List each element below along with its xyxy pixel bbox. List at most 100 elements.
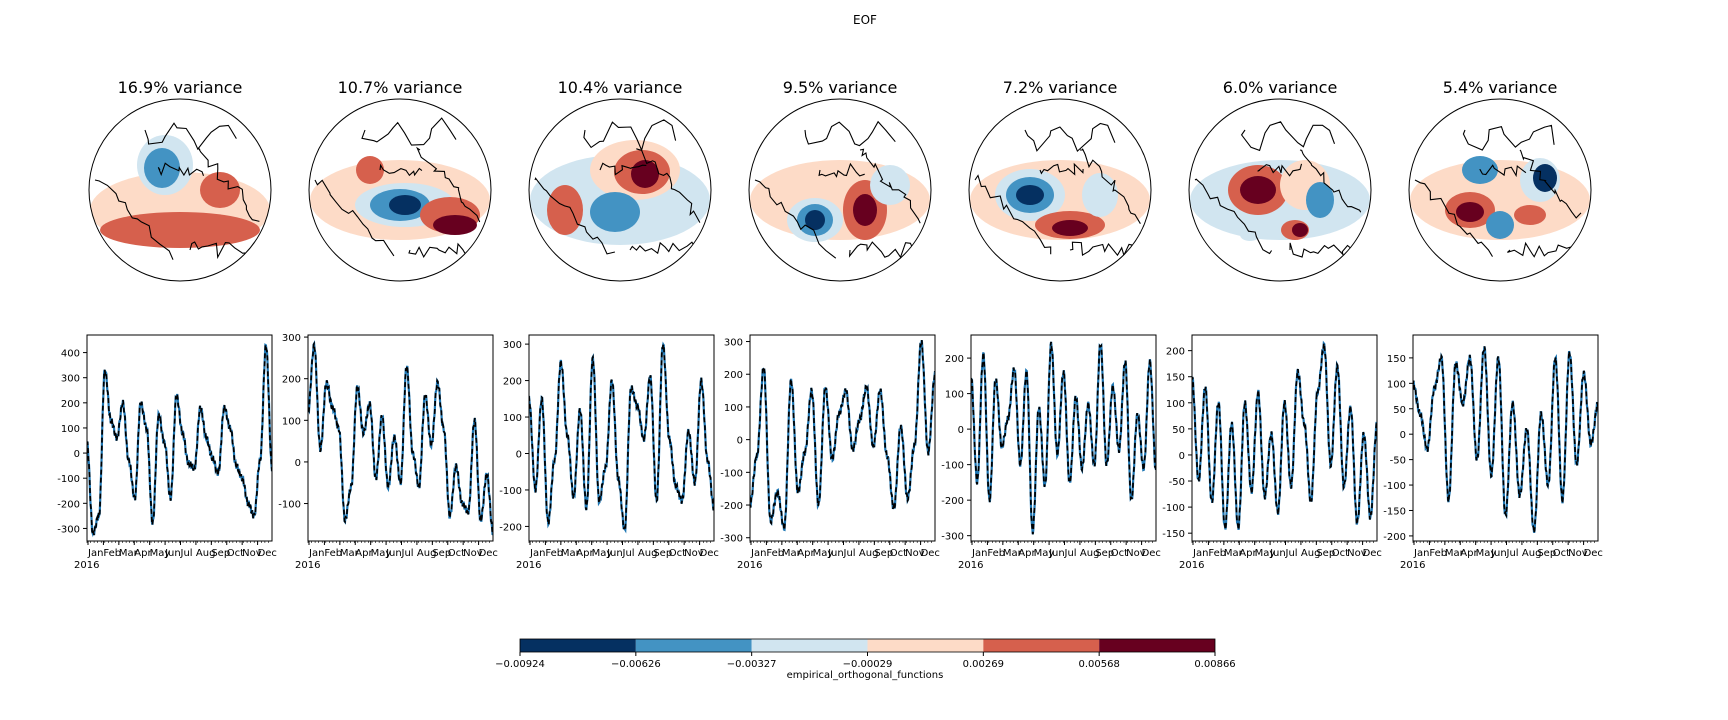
eof-map-5: 7.2% variance bbox=[968, 78, 1152, 282]
x-tick-label: Aug bbox=[1080, 548, 1100, 559]
x-tick-label: Jul bbox=[622, 548, 635, 559]
y-tick-label: 300 bbox=[724, 338, 743, 349]
contour-region bbox=[1486, 211, 1514, 239]
axes-frame bbox=[1191, 334, 1378, 542]
eof-map-1: 16.9% variance bbox=[88, 78, 272, 282]
x-tick-label: Aug bbox=[417, 548, 437, 559]
year-label: 2016 bbox=[958, 560, 983, 571]
x-tick-label: Dec bbox=[700, 548, 719, 559]
y-tick-label: -100 bbox=[57, 474, 80, 485]
x-tick-label: Oct bbox=[669, 548, 686, 559]
x-tick-label: Jan bbox=[750, 548, 766, 559]
coastline bbox=[144, 122, 237, 151]
coastline bbox=[1079, 148, 1141, 224]
y-tick-label: 0 bbox=[1179, 451, 1185, 462]
colorbar-segment bbox=[983, 639, 1100, 652]
x-tick-label: Mar bbox=[782, 548, 802, 559]
x-tick-label: Sep bbox=[653, 548, 672, 559]
x-tick-label: Jul bbox=[401, 548, 414, 559]
contour-region bbox=[1456, 202, 1484, 222]
year-label: 2016 bbox=[74, 560, 99, 571]
y-tick-label: -50 bbox=[1169, 477, 1185, 488]
x-tick-label: Aug bbox=[638, 548, 658, 559]
x-tick-label: Nov bbox=[684, 548, 704, 559]
x-tick-label: Apr bbox=[797, 548, 815, 559]
x-tick-label: Jun bbox=[164, 548, 181, 559]
x-tick-label: Mar bbox=[1445, 548, 1465, 559]
contour-region bbox=[389, 195, 421, 215]
eof-map-2: 10.7% variance bbox=[308, 78, 492, 282]
map-title: 6.0% variance bbox=[1223, 78, 1338, 97]
y-tick-label: 100 bbox=[61, 424, 80, 435]
x-tick-label: Sep bbox=[1537, 548, 1556, 559]
colorbar-segment bbox=[751, 639, 868, 652]
year-label: 2016 bbox=[1179, 560, 1204, 571]
x-tick-label: Sep bbox=[211, 548, 230, 559]
coastline bbox=[1479, 164, 1527, 178]
colorbar-segment bbox=[1099, 639, 1215, 652]
x-tick-label: Oct bbox=[448, 548, 465, 559]
x-tick-label: Oct bbox=[1111, 548, 1128, 559]
coastline bbox=[1257, 163, 1303, 177]
x-tick-label: Feb bbox=[987, 548, 1005, 559]
y-tick-label: 300 bbox=[503, 340, 522, 351]
map-title: 5.4% variance bbox=[1443, 78, 1558, 97]
x-tick-label: Jan bbox=[1192, 548, 1208, 559]
y-tick-label: -100 bbox=[1383, 481, 1406, 492]
x-tick-label: Apr bbox=[1239, 548, 1257, 559]
contour-region bbox=[144, 148, 180, 188]
y-tick-label: -100 bbox=[278, 500, 301, 511]
colorbar: −0.00924 −0.00626 −0.00327 −0.00029 0.00269 0… bbox=[495, 638, 1236, 681]
coastline bbox=[754, 179, 837, 259]
y-tick-label: 150 bbox=[1166, 373, 1185, 384]
pc-timeseries-1: -300 -200 -100 0 100 200 300 400 Jan FebMarAprMay… bbox=[57, 334, 277, 571]
x-tick-label: May bbox=[1034, 548, 1055, 559]
x-tick-label: Oct bbox=[1553, 548, 1570, 559]
globe-outline bbox=[308, 98, 492, 282]
pc-timeseries-4: -300 -200 -100 0 100 200 300 Jan FebMarAprMayJun… bbox=[720, 334, 940, 571]
x-tick-label: Sep bbox=[1316, 548, 1335, 559]
x-tick-label: Jan bbox=[971, 548, 987, 559]
x-tick-label: Dec bbox=[258, 548, 277, 559]
y-tick-label: 200 bbox=[1166, 347, 1185, 358]
y-tick-label: 50 bbox=[1172, 425, 1185, 436]
colorbar-segment bbox=[520, 639, 636, 652]
y-tick-label: -200 bbox=[1383, 532, 1406, 543]
y-tick-label: 0 bbox=[958, 425, 964, 436]
contour-region bbox=[1052, 220, 1088, 236]
x-tick-label: Nov bbox=[1126, 548, 1146, 559]
x-tick-label: Oct bbox=[227, 548, 244, 559]
y-tick-label: 0 bbox=[737, 436, 743, 447]
contour-region bbox=[1292, 223, 1308, 237]
x-tick-label: Oct bbox=[1332, 548, 1349, 559]
x-tick-label: May bbox=[592, 548, 613, 559]
x-tick-label: Jul bbox=[1285, 548, 1298, 559]
x-tick-label: Nov bbox=[242, 548, 262, 559]
coastline bbox=[974, 174, 1052, 255]
coastline bbox=[94, 179, 174, 260]
x-tick-label: May bbox=[1255, 548, 1276, 559]
coastline bbox=[361, 117, 457, 146]
x-tick-label: Dec bbox=[1584, 548, 1603, 559]
x-tick-label: Jul bbox=[180, 548, 193, 559]
year-label: 2016 bbox=[295, 560, 320, 571]
coastline bbox=[416, 146, 481, 223]
x-tick-label: Apr bbox=[1018, 548, 1036, 559]
coastline bbox=[189, 241, 257, 260]
colorbar-tick-label: 0.00568 bbox=[1078, 659, 1119, 670]
contour-region bbox=[356, 156, 384, 184]
y-tick-label: -200 bbox=[941, 496, 964, 507]
x-tick-label: Feb bbox=[545, 548, 563, 559]
coastline bbox=[1194, 178, 1273, 255]
contour-region bbox=[433, 215, 477, 235]
y-tick-label: 100 bbox=[503, 413, 522, 424]
x-tick-label: Apr bbox=[1460, 548, 1478, 559]
colorbar-tick-label: 0.00866 bbox=[1194, 659, 1235, 670]
coastline bbox=[1240, 121, 1336, 152]
x-tick-label: Jan bbox=[529, 548, 545, 559]
eof-map-4: 9.5% variance bbox=[748, 78, 932, 282]
colorbar-label: empirical_orthogonal_functions bbox=[787, 670, 944, 681]
y-tick-label: -200 bbox=[720, 501, 743, 512]
